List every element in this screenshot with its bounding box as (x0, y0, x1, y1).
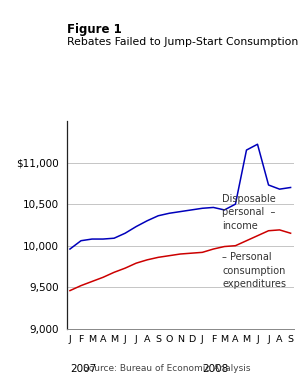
Text: Source: Bureau of Economic Analysis: Source: Bureau of Economic Analysis (83, 364, 250, 373)
Text: Figure 1: Figure 1 (67, 23, 122, 36)
Text: – Personal
consumption
expenditures: – Personal consumption expenditures (222, 253, 286, 289)
Text: 2007: 2007 (70, 364, 96, 374)
Text: Rebates Failed to Jump-Start Consumption: Rebates Failed to Jump-Start Consumption (67, 37, 298, 47)
Text: Disposable
personal  –
income: Disposable personal – income (222, 194, 276, 231)
Text: 2008: 2008 (202, 364, 228, 374)
